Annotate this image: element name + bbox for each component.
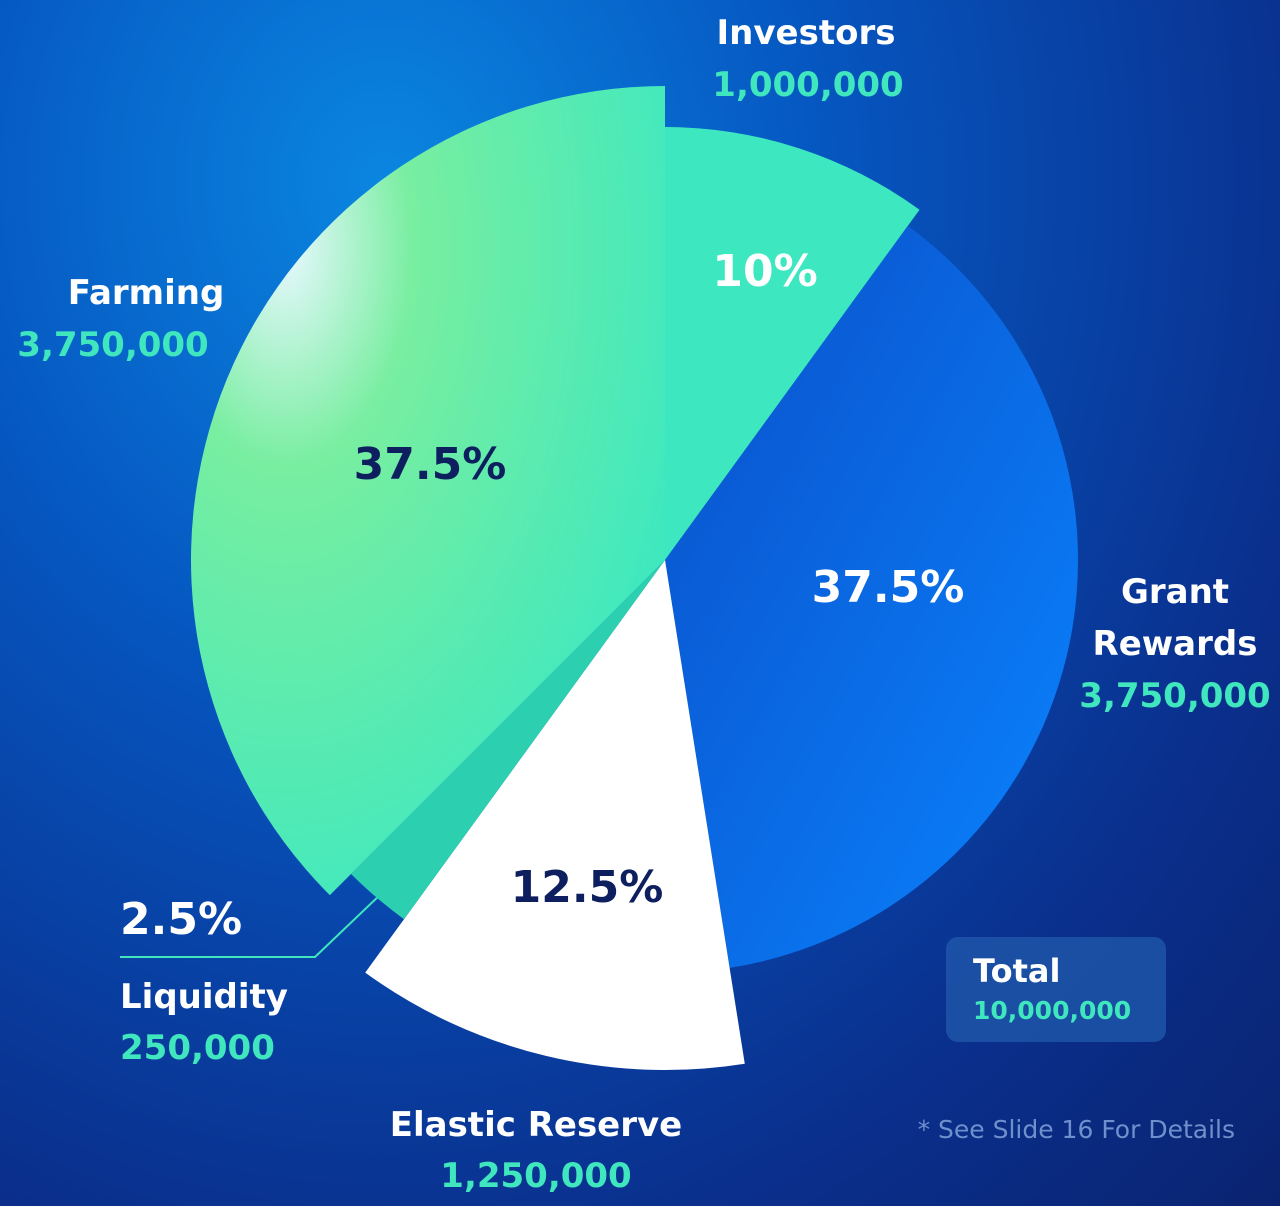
category-label: Elastic Reserve	[389, 1105, 683, 1145]
pie-slice	[351, 560, 665, 920]
amount-label: 3,750,000	[1079, 676, 1271, 716]
percent-label: 37.5%	[353, 439, 507, 490]
pie-slice	[665, 225, 1078, 968]
percent-label: 10%	[712, 246, 818, 297]
amount-label: 250,000	[120, 1028, 275, 1068]
pie-slice	[365, 560, 745, 1070]
amount-label: 1,250,000	[440, 1156, 632, 1196]
total-amount: 10,000,000	[973, 996, 1132, 1025]
percent-label: 12.5%	[510, 862, 664, 913]
pie-slice	[190, 86, 666, 896]
leader-line	[120, 892, 383, 958]
amount-label: 3,750,000	[17, 325, 209, 365]
pie-slice	[665, 127, 920, 560]
footnote: * See Slide 16 For Details	[917, 1115, 1235, 1144]
total-box	[946, 937, 1166, 1042]
category-label: Grant Rewards	[1092, 572, 1258, 664]
category-label: Investors	[716, 13, 896, 53]
percent-label: 37.5%	[811, 562, 965, 613]
amount-label: 1,000,000	[712, 65, 904, 105]
category-label: Farming	[67, 273, 225, 313]
percent-label: 2.5%	[120, 894, 243, 945]
total-label: Total	[973, 952, 1061, 990]
category-label: Liquidity	[120, 977, 288, 1017]
